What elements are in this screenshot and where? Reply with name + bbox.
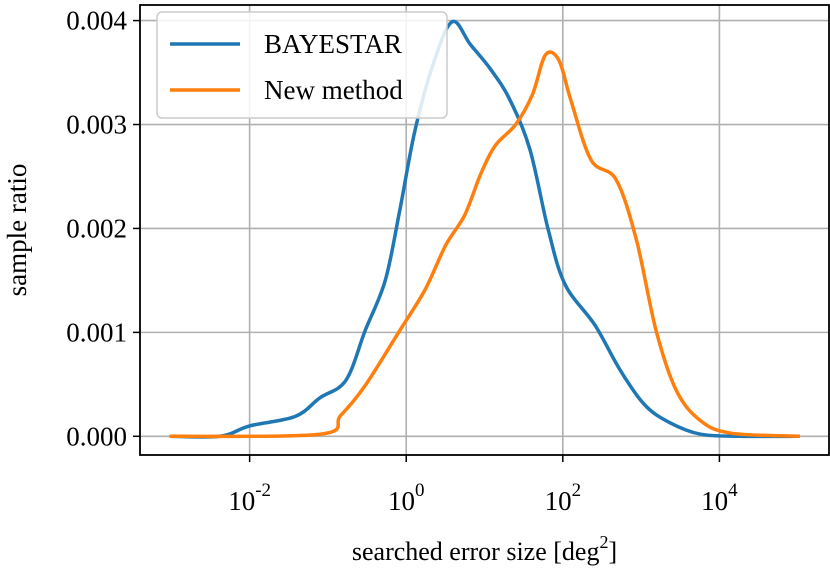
y-tick-label: 0.000 — [66, 421, 127, 451]
x-tick-exponent: 2 — [572, 480, 582, 501]
y-axis-label: sample ratio — [2, 164, 32, 297]
x-axis-label-text: searched error size [deg — [352, 537, 600, 566]
legend-label: BAYESTAR — [264, 29, 402, 59]
x-tick-exponent: -2 — [255, 480, 271, 501]
y-tick-label: 0.003 — [66, 110, 127, 140]
y-tick-label: 0.002 — [66, 213, 127, 243]
x-tick-base: 10 — [701, 486, 728, 516]
series-line — [169, 50, 801, 439]
x-tick-label: 10-2 — [228, 480, 271, 516]
x-tick-exponent: 4 — [728, 480, 738, 501]
x-tick-label: 102 — [545, 480, 582, 516]
y-tick-label: 0.001 — [66, 317, 127, 347]
legend-label: New method — [264, 75, 403, 105]
x-axis-label: searched error size [deg2] — [352, 532, 617, 566]
series-line — [169, 19, 801, 439]
x-tick-label: 104 — [701, 480, 738, 516]
x-tick-base: 10 — [388, 486, 415, 516]
x-axis-label-end: ] — [608, 537, 617, 566]
x-tick-exponent: 0 — [415, 480, 425, 501]
y-tick-label: 0.004 — [66, 6, 127, 36]
x-tick-base: 10 — [545, 486, 572, 516]
x-axis-label-sup: 2 — [599, 532, 608, 552]
plot-frame — [139, 4, 830, 456]
x-tick-base: 10 — [228, 486, 255, 516]
x-tick-label: 100 — [388, 480, 425, 516]
